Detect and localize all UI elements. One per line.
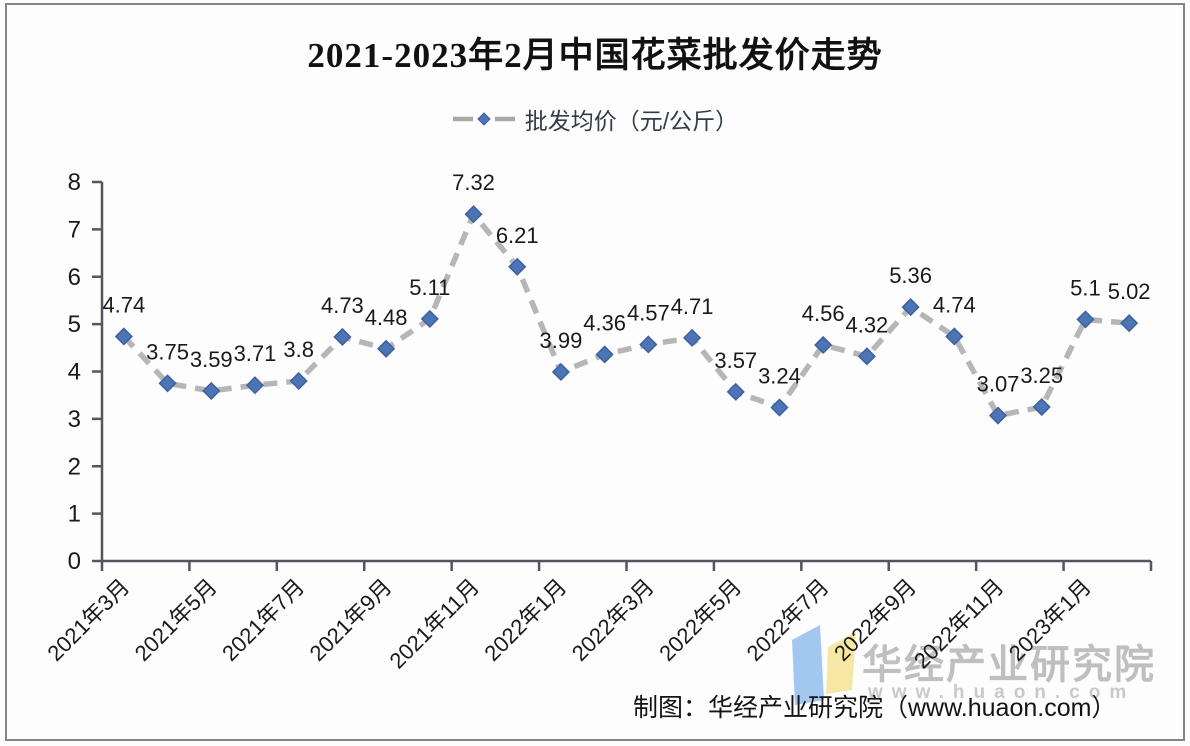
data-point-marker: [289, 371, 308, 391]
x-axis-label: 2022年7月: [742, 574, 834, 666]
data-label: 4.56: [802, 301, 845, 326]
data-point-marker: [770, 398, 789, 417]
data-label: 3.75: [146, 339, 189, 364]
data-point-marker: [1032, 397, 1051, 417]
data-point-marker: [901, 298, 920, 317]
data-label: 3.57: [714, 348, 757, 373]
data-point-marker: [333, 327, 352, 346]
data-label: 3.71: [234, 341, 277, 366]
data-label: 4.32: [845, 312, 888, 337]
data-point-marker: [464, 205, 483, 224]
data-label: 3.25: [1020, 363, 1063, 388]
x-axis-label: 2021年5月: [130, 574, 222, 666]
data-label: 4.36: [583, 310, 626, 335]
data-label: 4.57: [627, 300, 670, 325]
data-label: 3.59: [190, 347, 233, 372]
data-point-marker: [1120, 314, 1139, 333]
x-axis-label: 2022年11月: [909, 574, 1009, 674]
x-axis-label: 2022年5月: [654, 574, 746, 666]
data-point-marker: [639, 335, 658, 354]
data-label: 3.8: [283, 337, 314, 362]
legend: 批发均价（元/公斤）: [0, 102, 1190, 136]
data-point-marker: [420, 309, 439, 328]
y-axis-label: 2: [68, 453, 81, 480]
x-axis-label: 2021年7月: [217, 574, 309, 666]
y-axis-label: 3: [68, 406, 81, 433]
x-axis-label: 2022年3月: [567, 574, 659, 666]
data-point-marker: [814, 335, 833, 355]
watermark-url-text: www.huaon.com: [868, 682, 1136, 703]
data-point-marker: [726, 382, 745, 401]
data-point-marker: [202, 381, 221, 400]
data-label: 4.71: [671, 294, 714, 319]
x-axis-label: 2021年3月: [42, 574, 134, 666]
watermark-brand-text: 华经产业研究院: [862, 643, 1156, 687]
data-point-marker: [245, 376, 265, 395]
data-point-marker: [508, 257, 527, 276]
data-label: 4.73: [321, 293, 364, 318]
data-point-marker: [551, 362, 570, 382]
data-label: 6.21: [496, 223, 539, 248]
data-point-marker: [1076, 310, 1095, 329]
data-point-marker: [945, 327, 964, 346]
data-label: 3.07: [977, 372, 1020, 397]
data-label: 5.11: [409, 275, 450, 300]
data-label: 3.24: [758, 364, 801, 389]
data-label: 4.48: [365, 305, 408, 330]
data-label: 5.36: [889, 263, 932, 288]
data-label: 5.02: [1108, 279, 1151, 304]
data-point-marker: [857, 347, 876, 366]
chart-title: 2021-2023年2月中国花菜批发价走势: [307, 36, 883, 75]
y-axis-label: 6: [68, 264, 81, 291]
data-label: 4.74: [102, 292, 145, 317]
x-axis-label: 2021年9月: [305, 574, 397, 666]
legend-line-marker-icon: [452, 112, 515, 126]
y-axis-label: 1: [68, 501, 81, 528]
y-axis-label: 7: [68, 216, 81, 243]
x-axis-label: 2021年11月: [385, 574, 485, 674]
y-axis-label: 8: [68, 169, 81, 196]
x-axis-label: 2022年1月: [479, 574, 571, 666]
data-point-marker: [595, 345, 614, 364]
y-axis-label: 0: [68, 548, 81, 575]
data-label: 4.74: [933, 292, 976, 317]
huaon-logo-icon: [792, 625, 856, 705]
data-point-marker: [377, 339, 396, 358]
y-axis-label: 5: [68, 311, 81, 338]
x-axis-label: 2023年1月: [1004, 574, 1096, 666]
data-point-marker: [158, 374, 177, 393]
data-point-marker: [114, 327, 133, 346]
source-credit: 制图：华经产业研究院（www.huaon.com）: [633, 694, 1117, 722]
data-point-marker: [988, 406, 1008, 425]
x-axis-label: 2022年9月: [829, 574, 921, 666]
data-label: 5.1: [1070, 275, 1101, 300]
y-axis-label: 4: [68, 359, 81, 386]
data-label: 7.32: [452, 170, 495, 195]
data-label: 3.99: [540, 328, 583, 353]
data-point-marker: [683, 328, 702, 347]
legend-series-label: 批发均价（元/公斤）: [524, 108, 739, 134]
